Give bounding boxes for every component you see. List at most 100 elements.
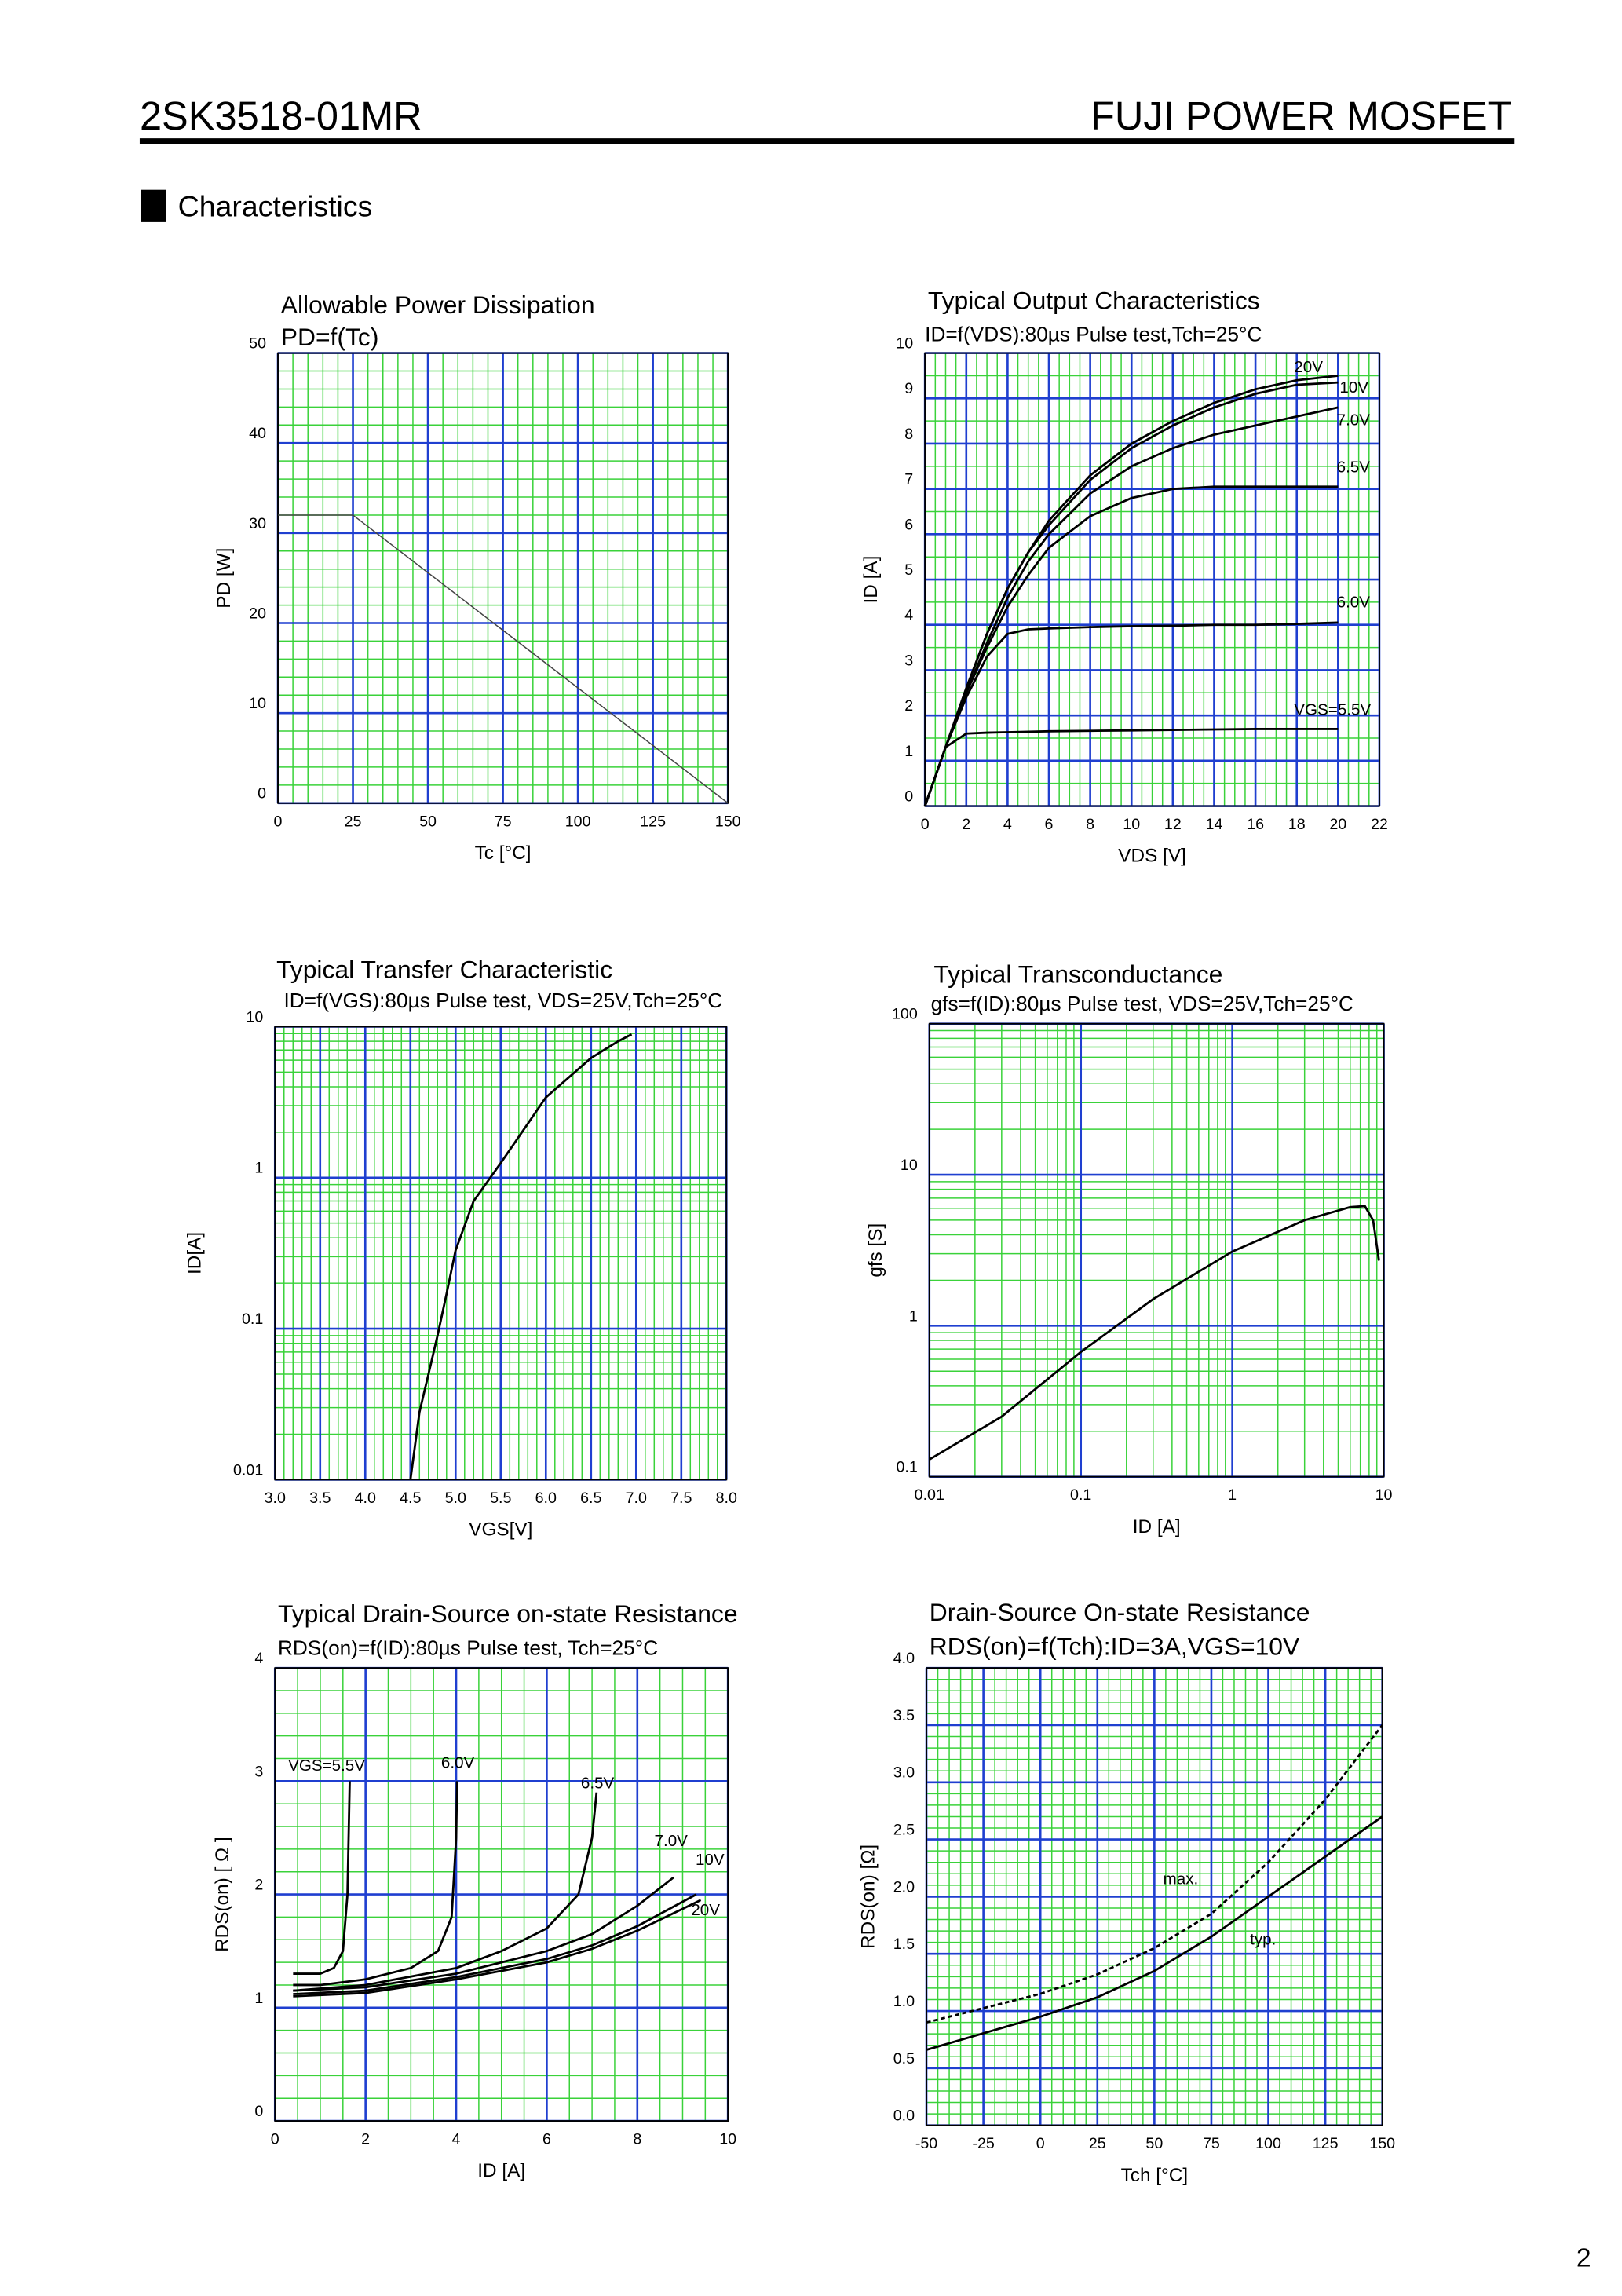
x-axis-label: Tc [°C] — [475, 843, 532, 864]
x-tick-label: 4 — [452, 2131, 461, 2148]
y-tick-label: 3 — [254, 1763, 263, 1780]
y-tick-label: 3.5 — [893, 1707, 915, 1724]
x-tick-label: 3.0 — [265, 1490, 286, 1507]
y-tick-label: 3 — [904, 652, 913, 669]
series-label: 6.0V — [1337, 594, 1371, 612]
x-tick-label: 2 — [962, 816, 970, 833]
header-rule — [139, 138, 1515, 144]
x-tick-label: 100 — [1255, 2135, 1281, 2152]
series-line — [293, 1781, 351, 1975]
y-tick-label: 6 — [904, 516, 913, 533]
x-tick-label: 7.0 — [626, 1490, 647, 1507]
x-tick-label: 0 — [1036, 2135, 1045, 2152]
chart-subtitle: PD=f(Tc) — [281, 323, 379, 351]
y-tick-label: 2 — [254, 1877, 263, 1894]
chart: Allowable Power Dissipation PD=f(Tc) Tc [°… — [214, 291, 741, 864]
section-title: Characteristics — [178, 189, 373, 222]
x-tick-label: 18 — [1288, 816, 1306, 833]
series-label: 20V — [691, 1901, 720, 1919]
series-line — [293, 1899, 702, 1998]
x-tick-label: 8 — [633, 2131, 641, 2148]
chart-subtitle: RDS(on)=f(ID):80µs Pulse test, Tch=25°C — [278, 1636, 658, 1659]
y-tick-label: 5 — [904, 561, 913, 579]
series-label: 10V — [696, 1851, 725, 1869]
y-tick-label: 3.0 — [893, 1764, 915, 1782]
series-line — [923, 381, 1339, 806]
series-label: 7.0V — [1337, 411, 1371, 429]
y-tick-label: 0.5 — [893, 2050, 915, 2067]
y-tick-label: 1.0 — [893, 1993, 915, 2010]
chart-subtitle: gfs=f(ID):80µs Pulse test, VDS=25V,Tch=2… — [931, 992, 1353, 1015]
part-number: 2SK3518-01MR — [140, 93, 422, 138]
plot-frame — [926, 1667, 1383, 2126]
chart-subtitle: ID=f(VGS):80µs Pulse test, VDS=25V,Tch=2… — [284, 989, 723, 1012]
x-axis-label: VDS [V] — [1118, 846, 1186, 867]
chart-title: Drain-Source On-state Resistance — [930, 1598, 1310, 1626]
chart-subtitle: ID=f(VDS):80µs Pulse test,Tch=25°C — [925, 323, 1262, 346]
chart-subtitle: RDS(on)=f(Tch):ID=3A,VGS=10V — [930, 1632, 1300, 1660]
chart: Typical Transconductance gfs=f(ID):80µs P… — [865, 960, 1393, 1537]
y-axis-label: gfs [S] — [865, 1223, 886, 1278]
x-tick-label: 10 — [1375, 1486, 1393, 1504]
x-tick-label: 125 — [1313, 2135, 1339, 2152]
x-tick-label: 0.01 — [915, 1486, 944, 1504]
x-tick-label: 75 — [1203, 2135, 1220, 2152]
y-tick-label: 20 — [249, 605, 266, 622]
x-tick-label: 14 — [1206, 816, 1223, 833]
series-line — [923, 728, 1339, 806]
y-tick-label: 7 — [904, 471, 913, 488]
x-tick-label: 150 — [715, 813, 741, 830]
y-axis-label: RDS(on) [ Ω ] — [212, 1837, 233, 1952]
y-axis-label: ID [A] — [860, 556, 882, 604]
y-tick-label: 2.0 — [893, 1878, 915, 1896]
plot-frame — [277, 352, 729, 804]
series-line — [409, 1033, 633, 1480]
series-line — [293, 1876, 674, 1992]
x-axis-label: Tch [°C] — [1121, 2165, 1188, 2186]
x-tick-label: 6.0 — [535, 1490, 557, 1507]
x-tick-label: -25 — [972, 2135, 994, 2152]
x-tick-label: 16 — [1247, 816, 1264, 833]
x-tick-label: 22 — [1371, 816, 1388, 833]
series-label: VGS=5.5V — [1294, 700, 1371, 718]
series-label: 20V — [1294, 358, 1323, 376]
chart-title: Typical Drain-Source on-state Resistance — [278, 1600, 738, 1628]
y-tick-label: 0.0 — [893, 2108, 915, 2125]
y-tick-label: 10 — [901, 1157, 918, 1174]
x-tick-label: 6 — [542, 2131, 551, 2148]
y-tick-label: 1 — [254, 1990, 263, 2007]
x-tick-label: 0 — [274, 813, 283, 830]
x-axis-label: ID [A] — [477, 2160, 525, 2181]
y-tick-label: 4 — [904, 607, 913, 624]
brand: FUJI POWER MOSFET — [1090, 93, 1512, 138]
series-label: VGS=5.5V — [288, 1757, 365, 1775]
x-tick-label: 100 — [565, 813, 591, 830]
x-tick-label: 75 — [495, 813, 512, 830]
y-tick-label: 0.01 — [233, 1461, 263, 1479]
series-line — [926, 1724, 1383, 2024]
x-tick-label: 7.5 — [670, 1490, 692, 1507]
series-label: 6.5V — [1337, 458, 1371, 476]
x-tick-label: 8 — [1086, 816, 1094, 833]
y-tick-label: 0 — [254, 2103, 263, 2120]
x-tick-label: 0.1 — [1070, 1486, 1091, 1504]
series-label: 7.0V — [655, 1832, 689, 1850]
series-line — [293, 1893, 697, 1995]
series-line — [929, 1205, 1380, 1461]
y-tick-label: 0 — [258, 785, 266, 803]
x-tick-label: 25 — [1089, 2135, 1106, 2152]
x-tick-label: 50 — [419, 813, 437, 830]
y-tick-label: 2.5 — [893, 1822, 915, 1839]
y-tick-label: 2 — [904, 697, 913, 715]
chart: Drain-Source On-state Resistance RDS(on)=… — [857, 1598, 1395, 2186]
y-tick-label: 10 — [249, 695, 266, 712]
y-tick-label: 0.1 — [242, 1311, 263, 1328]
y-tick-label: 30 — [249, 515, 266, 532]
x-tick-label: 5.5 — [490, 1490, 511, 1507]
x-tick-label: 8.0 — [716, 1490, 737, 1507]
x-tick-label: 125 — [640, 813, 666, 830]
y-tick-label: 40 — [249, 425, 266, 442]
series-label: 6.5V — [581, 1775, 615, 1793]
